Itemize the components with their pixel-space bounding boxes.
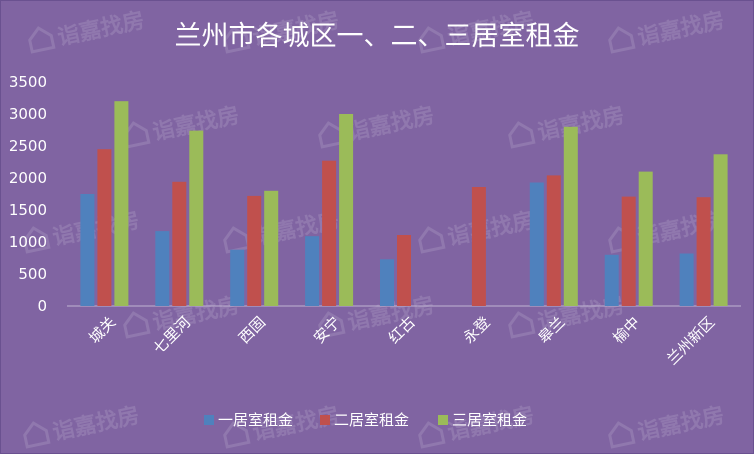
bar-3-3 [264, 190, 279, 306]
watermark-text: 诣嘉找房 [55, 7, 146, 51]
bar-3-1 [114, 101, 129, 306]
bar-3-8 [638, 171, 653, 306]
legend-item: 二居室租金 [320, 411, 409, 429]
house-icon [508, 311, 536, 339]
house-icon [23, 226, 51, 254]
bar-3-7 [563, 126, 578, 306]
bar-2-9 [696, 197, 711, 306]
watermark-text: 诣嘉找房 [445, 207, 536, 251]
watermark-text: 诣嘉找房 [345, 102, 436, 146]
legend-label: 三居室租金 [452, 411, 527, 429]
y-tick-label: 2000 [9, 169, 47, 187]
legend-item: 一居室租金 [204, 411, 293, 429]
watermark-text: 诣嘉找房 [635, 7, 726, 51]
chart-title: 兰州市各城区一、二、三居室租金 [175, 21, 580, 52]
legend-item: 三居室租金 [438, 411, 527, 429]
y-tick-label: 1500 [9, 201, 47, 219]
house-icon [508, 121, 536, 149]
y-tick-label: 1000 [9, 233, 47, 251]
bar-3-9 [713, 154, 728, 306]
house-icon [418, 26, 446, 54]
y-axis: 0 500 1000 1500 2000 2500 3000 3500 [9, 73, 47, 315]
bar-2-3 [247, 195, 262, 306]
legend-label: 一居室租金 [218, 411, 293, 429]
x-tick-label: 西固 [235, 313, 269, 347]
house-icon [318, 311, 346, 339]
bar-3-2 [189, 130, 204, 306]
bar-1-8 [604, 254, 619, 306]
watermark: 诣嘉找房 [608, 402, 727, 449]
house-icon [223, 421, 251, 449]
bar-2-1 [97, 149, 112, 306]
house-icon [123, 311, 151, 339]
house-icon [23, 421, 51, 449]
legend-swatch [204, 415, 214, 425]
y-tick-label: 3500 [9, 73, 47, 91]
watermark: 诣嘉找房 [608, 7, 727, 54]
bar-2-8 [621, 196, 636, 306]
bar-2-7 [546, 175, 561, 306]
bars [80, 101, 728, 306]
watermark-text: 诣嘉找房 [635, 402, 726, 446]
x-axis-tick-labels: 城关 七里河 西固 安宁 红古 永登 皋兰 榆中 兰州新区 [85, 313, 718, 368]
y-tick-label: 500 [18, 265, 47, 283]
bar-1-1 [80, 194, 95, 306]
house-icon [608, 421, 636, 449]
bar-2-5 [397, 235, 411, 306]
bar-2-2 [172, 181, 187, 306]
bar-1-7 [529, 182, 544, 306]
bar-1-3 [230, 249, 245, 306]
bar-3-4 [339, 114, 354, 306]
house-icon [28, 26, 56, 54]
y-tick-label: 2500 [9, 137, 47, 155]
house-icon [418, 421, 446, 449]
house-icon [223, 226, 251, 254]
bar-2-4 [322, 160, 337, 306]
watermark: 诣嘉找房 [318, 102, 437, 149]
bar-1-9 [679, 253, 694, 306]
watermark: 诣嘉找房 [28, 7, 147, 54]
legend-swatch [438, 415, 448, 425]
watermark: 诣嘉找房 [23, 402, 142, 449]
house-icon [418, 226, 446, 254]
watermark-text: 诣嘉找房 [535, 102, 626, 146]
house-icon [608, 26, 636, 54]
house-icon [223, 26, 251, 54]
watermark-text: 诣嘉找房 [50, 402, 141, 446]
x-tick-label: 兰州新区 [663, 313, 718, 368]
bar-1-4 [305, 236, 320, 306]
y-tick-label: 3000 [9, 105, 47, 123]
legend-label: 二居室租金 [334, 411, 409, 429]
legend: 一居室租金 二居室租金 三居室租金 [204, 411, 527, 429]
x-tick-label: 永登 [460, 313, 494, 347]
watermark: 诣嘉找房 [123, 102, 242, 149]
bar-1-5 [380, 259, 394, 306]
bar-2-6 [471, 187, 486, 306]
bar-1-2 [155, 231, 170, 306]
x-tick-label: 城关 [85, 313, 119, 347]
legend-swatch [320, 415, 330, 425]
y-tick-label: 0 [37, 297, 47, 315]
